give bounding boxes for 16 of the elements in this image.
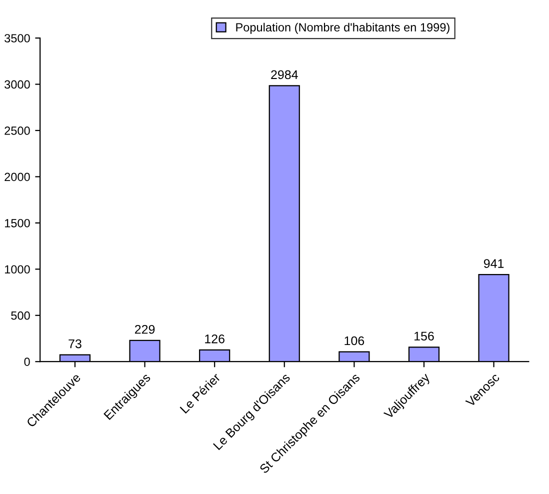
data-label: 106: [344, 336, 364, 346]
data-label: 156: [414, 332, 434, 341]
y-tick-label: 1500: [4, 218, 30, 228]
y-tick-label: 0: [24, 358, 30, 366]
y-tick-label: 500: [11, 311, 30, 320]
data-label: 941: [484, 259, 504, 268]
y-tick-label: 2500: [4, 126, 30, 135]
data-label: 126: [205, 334, 224, 344]
y-tick-label: 3500: [4, 34, 30, 42]
data-label: 229: [134, 324, 155, 334]
y-tick-label: 2000: [4, 172, 30, 182]
y-tick-label: 3000: [4, 80, 30, 89]
data-label: 2984: [271, 70, 298, 80]
y-tick-label: 1000: [4, 265, 30, 274]
data-label: 73: [68, 339, 82, 348]
legend-label: Population (Nombre d'habitants en 1999): [236, 22, 450, 34]
